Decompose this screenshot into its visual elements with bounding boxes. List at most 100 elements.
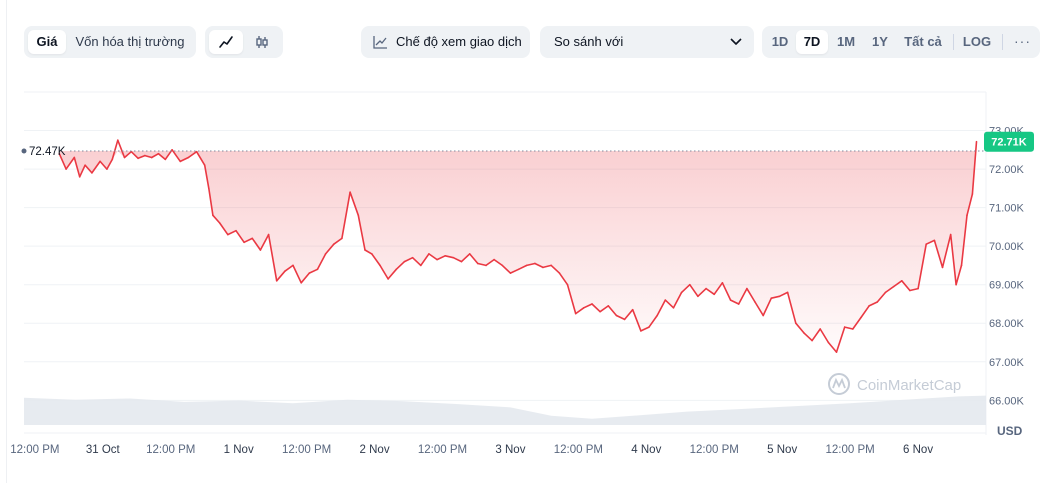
price-line-segment <box>542 264 553 269</box>
price-line-segment <box>130 150 139 160</box>
price-line-segment <box>65 156 76 170</box>
price-line-segment <box>876 291 887 303</box>
line-chart-button[interactable] <box>209 30 243 54</box>
log-scale-button[interactable]: LOG <box>962 34 992 49</box>
price-line-segment <box>364 249 373 255</box>
price-line-segment <box>803 332 813 342</box>
watermark: CoinMarketCap <box>828 373 961 395</box>
price-line-segment <box>387 268 398 280</box>
range-divider <box>953 34 954 50</box>
price-line-segment <box>900 279 911 292</box>
price-line-segment <box>966 193 974 217</box>
tab-price[interactable]: Giá <box>28 30 66 54</box>
price-line-segment <box>737 287 748 305</box>
reference-price-dot <box>21 148 27 154</box>
candlestick-button[interactable] <box>245 30 279 54</box>
price-line-segment <box>835 326 846 353</box>
trading-view-mode-button[interactable]: Chế độ xem giao dịch <box>361 26 530 58</box>
price-line-segment <box>235 229 245 244</box>
price-line-segment <box>811 328 822 342</box>
price-line-segment <box>955 264 963 286</box>
price-line-segment <box>395 260 406 271</box>
price-line-segment <box>187 150 198 159</box>
price-line-segment <box>615 314 626 321</box>
x-tick-label: 1 Nov <box>224 444 254 456</box>
more-options-icon[interactable]: ··· <box>1014 33 1031 49</box>
x-tick-label: 12:00 PM <box>10 444 59 456</box>
range-1d-button[interactable]: 1D <box>771 34 789 49</box>
x-tick-label: 12:00 PM <box>418 444 467 456</box>
price-line-segment <box>493 258 504 267</box>
price-line-layer <box>58 139 978 353</box>
price-line-segment <box>137 154 146 160</box>
price-line-segment <box>525 262 536 267</box>
price-line-segment <box>721 281 732 301</box>
current-price-label: 72.71K <box>991 137 1027 149</box>
reference-price-layer: 72.47K <box>21 146 986 158</box>
y-axis: 66.00K 67.00K 68.00K 69.00K 70.00K 71.00K 72.0… <box>984 126 1034 407</box>
trading-chart-icon <box>373 36 387 49</box>
price-line-segment <box>403 256 414 263</box>
volume-area <box>24 395 986 434</box>
price-line-segment <box>941 233 952 269</box>
range-all-button[interactable]: Tất cả <box>904 34 942 49</box>
compare-label: So sánh với <box>554 34 624 49</box>
coinmarketcap-logo-icon <box>828 373 850 395</box>
price-line-segment <box>436 255 447 261</box>
price-line-segment <box>195 150 206 166</box>
tab-market-cap[interactable]: Vốn hóa thị trường <box>75 34 185 49</box>
price-line-segment <box>341 191 351 240</box>
price-line-segment <box>171 149 182 163</box>
price-line-segment <box>770 295 781 300</box>
price-line-segment <box>501 264 512 274</box>
range-7d-button[interactable]: 7D <box>796 30 828 54</box>
y-tick-label: 72.00K <box>989 164 1025 176</box>
price-line-segment <box>607 305 618 317</box>
price-line-segment <box>58 152 67 170</box>
y-tick-label: 70.00K <box>989 241 1025 253</box>
range-1m-button[interactable]: 1M <box>836 34 856 49</box>
price-line-segment <box>794 322 805 334</box>
price-line-segment <box>111 139 119 161</box>
price-line-segment <box>917 243 928 290</box>
metric-tab-group: Giá Vốn hóa thị trường <box>24 26 196 58</box>
price-line-segment <box>631 308 642 332</box>
compare-dropdown[interactable]: So sánh với <box>540 26 754 58</box>
price-line-segment <box>106 158 114 170</box>
price-line-segment <box>623 308 634 321</box>
price-line-segment <box>379 264 389 280</box>
price-line-segment <box>208 187 214 217</box>
price-line-segment <box>868 301 879 307</box>
price-line-segment <box>729 299 740 305</box>
price-line-segment <box>157 152 167 161</box>
price-line-segment <box>123 150 133 159</box>
price-line-segment <box>786 291 797 325</box>
range-1y-button[interactable]: 1Y <box>872 34 888 49</box>
price-line-segment <box>292 264 303 284</box>
x-tick-label: 12:00 PM <box>554 444 603 456</box>
price-line-segment <box>212 214 221 224</box>
price-line-segment <box>444 255 455 259</box>
y-tick-label: 69.00K <box>989 280 1025 292</box>
price-line-segment <box>746 287 756 303</box>
price-line-segment <box>243 237 254 244</box>
price-line-segment <box>267 233 278 282</box>
y-tick-label: 68.00K <box>989 318 1025 330</box>
y-tick-label: 71.00K <box>989 203 1025 215</box>
price-line-segment <box>680 283 691 294</box>
price-line-segment <box>591 303 601 313</box>
price-line-segment <box>117 139 126 159</box>
price-line-segment <box>843 326 854 330</box>
price-line-segment <box>778 291 789 298</box>
price-line-segment <box>411 256 422 267</box>
x-axis: 12:00 PM 31 Oct 12:00 PM 1 Nov 12:00 PM 2 Nov… <box>10 444 933 456</box>
chart-toolbar: Giá Vốn hóa thị trường Chế độ xem giao d… <box>0 0 1045 80</box>
price-line-segment <box>705 287 716 296</box>
x-tick-label: 12:00 PM <box>282 444 331 456</box>
reference-price-label: 72.47K <box>29 146 66 158</box>
price-line-segment <box>860 305 870 319</box>
y-tick-label: 67.00K <box>989 357 1025 369</box>
price-line-segment <box>582 303 593 309</box>
price-line-segment <box>91 160 101 174</box>
